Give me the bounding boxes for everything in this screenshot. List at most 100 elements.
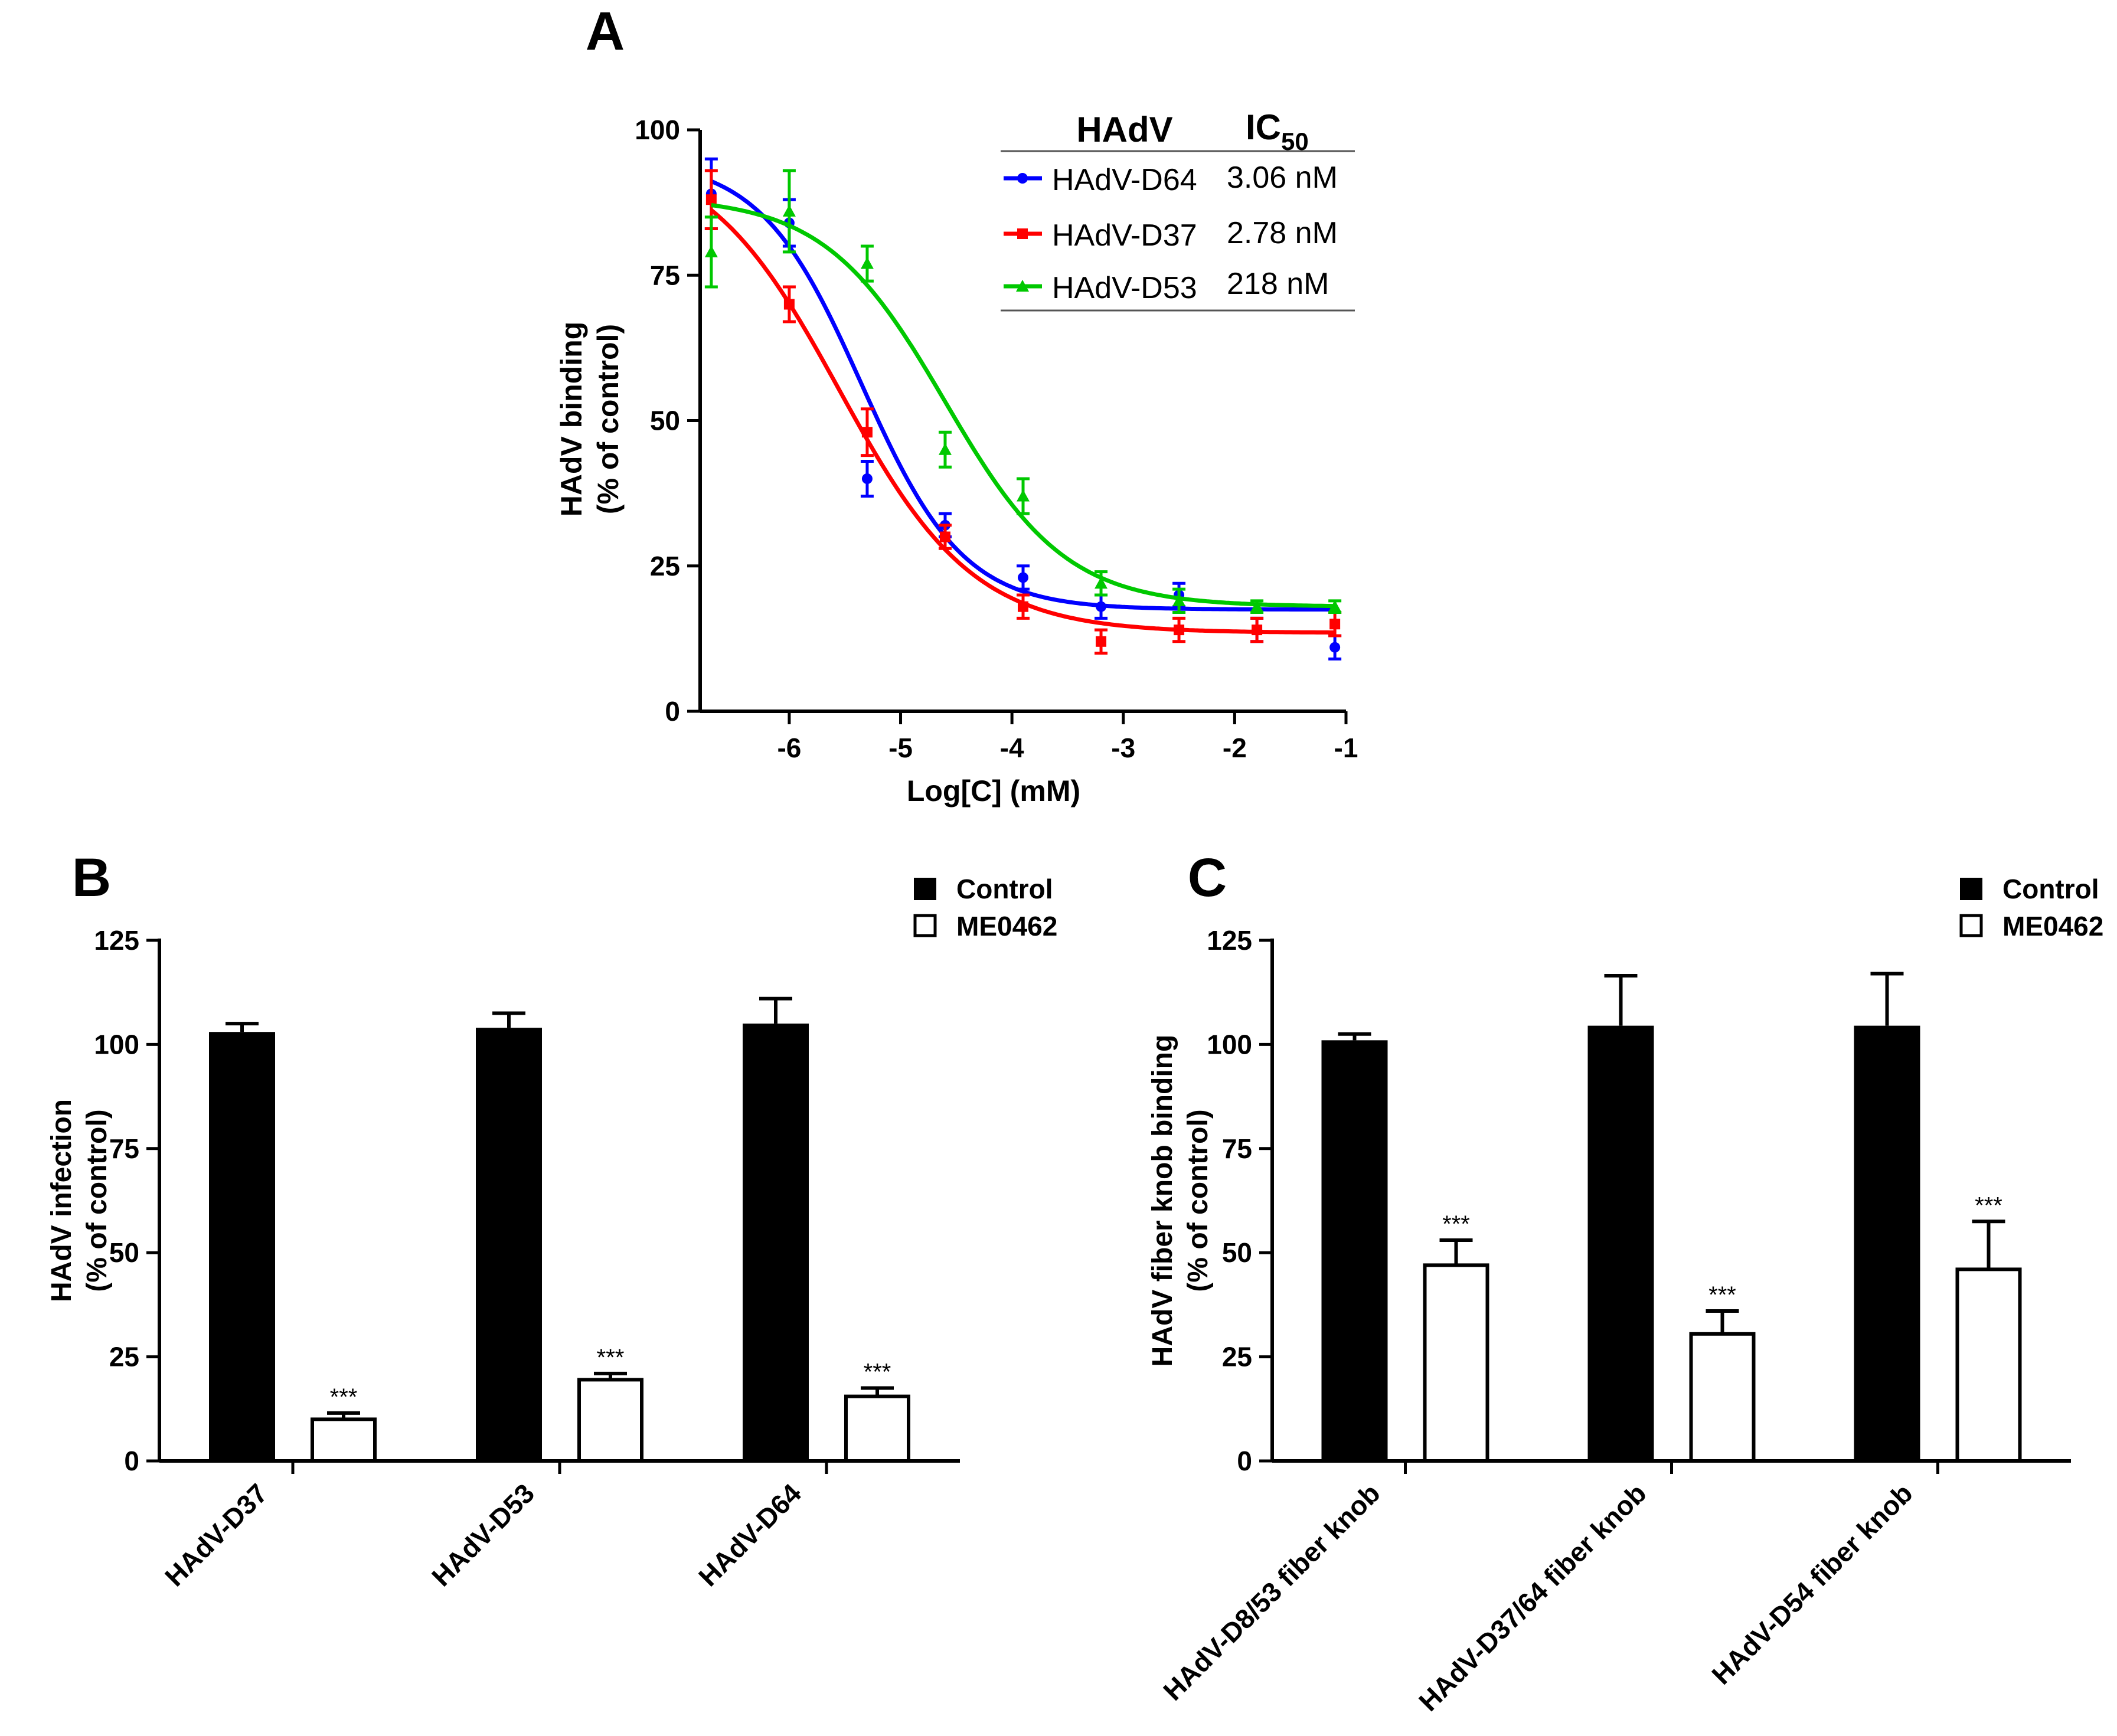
panel-label-b: B — [72, 848, 111, 908]
y-tick-label: 100 — [635, 115, 680, 145]
legend-b: Control ME0462 — [913, 874, 1057, 941]
significance-marker: *** — [330, 1384, 358, 1410]
y-axis-title: HAdV infection (% of control) — [46, 1099, 113, 1302]
x-tick-label: -4 — [1000, 733, 1024, 763]
category-label: HAdV-D37 — [159, 1477, 273, 1592]
category-label: HAdV-D64 — [692, 1477, 807, 1592]
legend-c-me0462-swatch — [1959, 914, 1983, 937]
bar-control — [1854, 1025, 1920, 1461]
bar-me0462 — [577, 1378, 643, 1463]
legend-ic50-d37: 2.78 nM — [1227, 216, 1338, 250]
point-d53 — [1328, 600, 1342, 612]
point-d53 — [782, 204, 796, 217]
y-tick-label: 0 — [1237, 1446, 1252, 1476]
ic50-legend-table: HAdV IC50 HAdV-D64 3.06 nM HAdV-D37 2.78… — [1001, 107, 1355, 312]
y-axis-title: HAdV binding (% of control) — [555, 322, 625, 517]
category-label: HAdV-D37/64 fiber knob — [1413, 1477, 1652, 1717]
y-tick-label: 25 — [109, 1342, 139, 1372]
y-axis-title-line2: (% of control) — [592, 324, 625, 514]
y-tick-label: 0 — [665, 696, 680, 727]
bar-control — [1321, 1040, 1388, 1461]
y-axis-title-line1: HAdV binding — [555, 322, 588, 517]
legend-b-control-label: Control — [956, 874, 1053, 904]
legend-c-control-label: Control — [2002, 874, 2099, 904]
x-tick-label: -6 — [777, 733, 801, 763]
point-d37 — [1096, 636, 1107, 647]
x-axis-title: Log[C] (mM) — [907, 774, 1080, 807]
legend-row-d64: HAdV-D64 3.06 nM — [1004, 161, 1338, 197]
significance-marker: *** — [1442, 1211, 1470, 1237]
legend-ic50-d53: 218 nM — [1227, 267, 1329, 301]
category-label: HAdV-D8/53 fiber knob — [1157, 1477, 1386, 1706]
y-axis-title-line1: HAdV fiber knob binding — [1147, 1035, 1178, 1367]
significance-marker: *** — [597, 1345, 625, 1371]
y-tick-label: 100 — [94, 1029, 139, 1060]
legend-name-d37: HAdV-D37 — [1052, 218, 1197, 253]
y-tick-label: 125 — [1207, 925, 1252, 956]
significance-marker: *** — [1708, 1282, 1736, 1308]
x-tick-label: -5 — [888, 733, 913, 763]
point-d53 — [1095, 577, 1108, 589]
point-d53 — [1250, 600, 1264, 612]
point-d64 — [1329, 642, 1341, 653]
legend-row-d53: HAdV-D53 218 nM — [1004, 267, 1329, 305]
point-d37 — [1252, 625, 1263, 636]
point-d64 — [861, 473, 873, 484]
legend-b-me0462-label: ME0462 — [956, 911, 1057, 941]
bar-me0462 — [1423, 1263, 1489, 1463]
y-tick-label: 0 — [124, 1446, 139, 1476]
fit-curve-d64 — [710, 179, 1335, 612]
y-tick-label: 100 — [1207, 1029, 1252, 1060]
y-tick-label: 50 — [1222, 1237, 1252, 1268]
y-axis-title: HAdV fiber knob binding (% of control) — [1147, 1035, 1214, 1367]
bar-me0462 — [311, 1417, 377, 1463]
legend-ic50-d64: 3.06 nM — [1227, 161, 1338, 195]
panel-label-c: C — [1188, 848, 1227, 908]
dose-response-chart: 0 25 50 75 100 -6 -5 -4 -3 -2 -1 Log[C] (mM) HAdV bi… — [555, 115, 1358, 807]
y-tick-label: 75 — [650, 260, 680, 290]
y-tick-label: 25 — [1222, 1342, 1252, 1372]
significance-marker: *** — [864, 1359, 891, 1385]
y-tick-label: 25 — [650, 551, 680, 581]
legend-c-me0462-label: ME0462 — [2002, 911, 2103, 941]
legend-name-d53: HAdV-D53 — [1052, 271, 1197, 305]
legend-row-d37: HAdV-D37 2.78 nM — [1004, 216, 1338, 253]
bar-me0462 — [1955, 1267, 2022, 1463]
y-tick-label: 75 — [1222, 1133, 1252, 1164]
category-label: HAdV-D53 — [426, 1477, 540, 1592]
legend-name-d64: HAdV-D64 — [1052, 163, 1197, 197]
significance-marker: *** — [1975, 1192, 2002, 1218]
legend-swatch-d64-marker — [1017, 173, 1028, 184]
y-tick-label: 75 — [109, 1133, 139, 1164]
point-d37 — [861, 427, 873, 438]
point-d37 — [705, 194, 717, 205]
bar-me0462 — [844, 1394, 910, 1463]
bar-control — [209, 1032, 275, 1461]
category-label: HAdV-D54 fiber knob — [1706, 1477, 1918, 1690]
fiber-knob-bar-chart: 0 25 50 75 100 125 HAdV fiber knob binding (% o… — [1147, 925, 2071, 1717]
fit-curve-d53 — [711, 203, 1335, 609]
y-tick-label: 50 — [650, 406, 680, 436]
point-d37 — [939, 531, 950, 542]
y-axis-title-line2: (% of control) — [81, 1109, 113, 1292]
bar-control — [743, 1024, 809, 1461]
y-tick-label: 50 — [109, 1237, 139, 1268]
bar-control — [1587, 1025, 1654, 1461]
point-d37 — [783, 299, 795, 310]
y-axis-title-line2: (% of control) — [1182, 1109, 1214, 1292]
legend-header-virus: HAdV — [1076, 110, 1172, 149]
point-d64 — [1096, 601, 1107, 612]
point-d53 — [938, 443, 952, 455]
point-d64 — [1018, 572, 1028, 583]
legend-c-control-swatch — [1960, 878, 1982, 900]
legend-c: Control ME0462 — [1959, 874, 2103, 941]
legend-b-me0462-swatch — [913, 914, 937, 937]
y-tick-label: 125 — [94, 925, 139, 956]
infection-bar-chart: 0 25 50 75 100 125 HAdV infection (% of control… — [46, 925, 960, 1592]
bar-me0462 — [1689, 1332, 1756, 1463]
point-d53 — [704, 245, 718, 257]
legend-swatch-d37-marker — [1017, 228, 1028, 239]
x-tick-label: -1 — [1334, 733, 1358, 763]
point-d37 — [1174, 625, 1185, 636]
